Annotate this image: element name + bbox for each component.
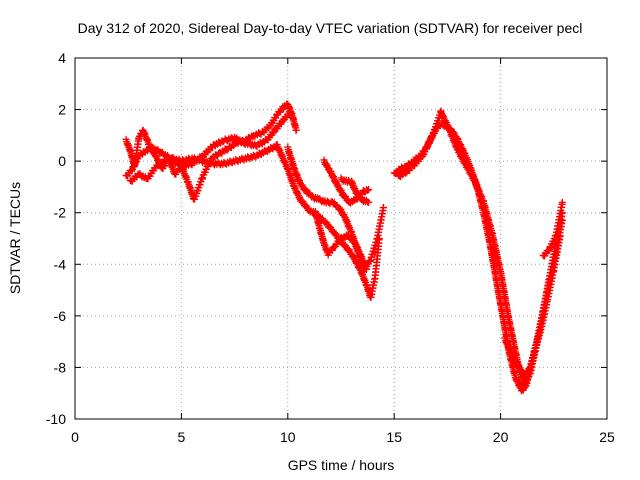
data-point-marker — [330, 244, 338, 252]
series-arc-5 — [311, 208, 371, 273]
y-tick-label: -6 — [54, 308, 67, 324]
data-markers — [122, 100, 566, 395]
data-point-marker — [545, 247, 553, 255]
data-point-marker — [402, 169, 410, 177]
series-arc-9 — [394, 107, 566, 389]
y-tick-label: 0 — [58, 153, 66, 169]
series-arc-11 — [539, 198, 566, 260]
chart-title: Day 312 of 2020, Sidereal Day-to-day VTE… — [78, 20, 583, 36]
y-tick-label: 4 — [58, 50, 66, 66]
y-tick-label: -4 — [54, 256, 67, 272]
x-tick-label: 10 — [280, 429, 296, 445]
data-point-marker — [365, 186, 373, 194]
series-arc-7 — [337, 174, 373, 206]
data-point-marker — [526, 365, 534, 373]
data-point-marker — [363, 265, 371, 273]
y-tick-label: -10 — [46, 411, 66, 427]
plot-frame — [74, 57, 608, 420]
data-point-marker — [380, 204, 388, 212]
data-point-marker — [365, 198, 373, 206]
data-point-marker — [223, 146, 231, 154]
data-point-marker — [558, 198, 566, 206]
x-axis-label: GPS time / hours — [288, 457, 395, 473]
y-tick-label: -8 — [54, 359, 67, 375]
y-axis-label: SDTVAR / TECUs — [7, 182, 23, 294]
data-point-marker — [286, 108, 294, 116]
data-point-marker — [292, 126, 300, 134]
x-tick-label: 0 — [71, 429, 79, 445]
series-arc-4 — [284, 143, 388, 273]
y-tick-label: 2 — [58, 102, 66, 118]
data-point-marker — [364, 187, 372, 195]
data-point-marker — [128, 167, 136, 175]
series-arc-10 — [501, 232, 564, 380]
y-tick-label: -2 — [54, 205, 67, 221]
x-tick-label: 25 — [599, 429, 615, 445]
x-tick-label: 15 — [386, 429, 402, 445]
x-tick-label: 20 — [493, 429, 509, 445]
x-tick-label: 5 — [178, 429, 186, 445]
axis-ticks: 0 5 10 15 20 25 -10 -8 -6 -4 -2 0 2 4 — [46, 50, 615, 445]
